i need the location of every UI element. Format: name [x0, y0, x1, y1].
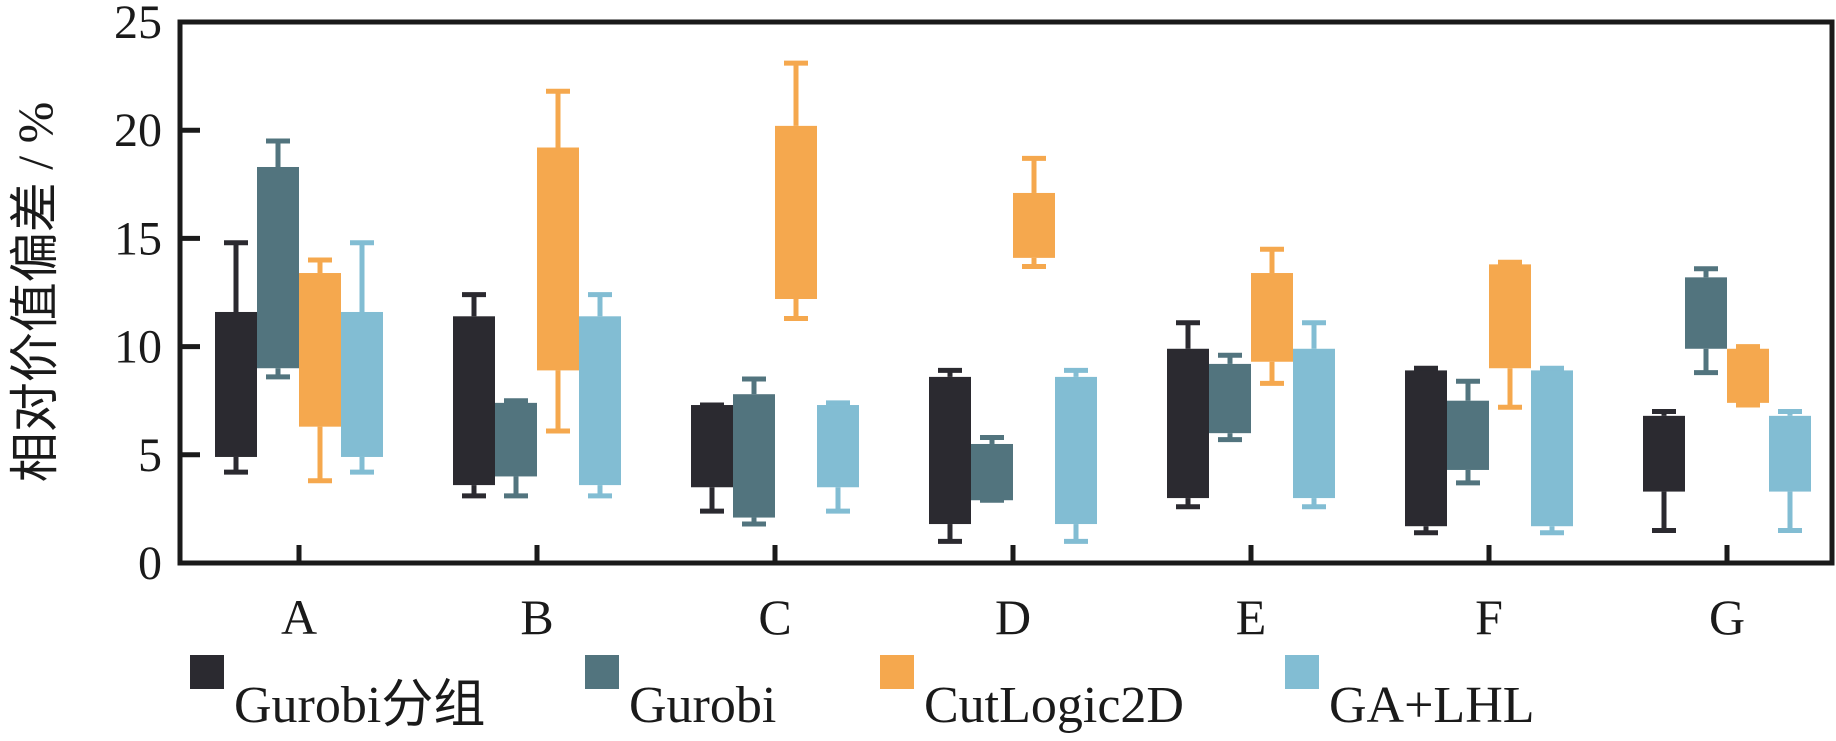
- series-Gurobi: [257, 138, 1727, 527]
- legend-label: Gurobi: [629, 677, 776, 734]
- box-body: [1643, 415, 1685, 492]
- box-body: [215, 311, 257, 457]
- legend: Gurobi分组 Gurobi CutLogic2D GA+LHL: [190, 655, 1535, 734]
- series-Gurobi分组: [215, 240, 1685, 544]
- box-body: [1209, 363, 1251, 434]
- legend-label: GA+LHL: [1329, 677, 1535, 734]
- y-tick-label: 25: [114, 0, 162, 49]
- legend-swatch: [880, 655, 914, 689]
- y-tick-label: 5: [138, 429, 162, 482]
- series-GA+LHL: [341, 240, 1811, 544]
- y-tick-label: 15: [114, 212, 162, 265]
- box-body: [1251, 273, 1293, 362]
- box-body: [1769, 415, 1811, 492]
- x-tick-label: D: [995, 589, 1031, 645]
- box-G: [1769, 409, 1811, 534]
- box-G: [1685, 266, 1727, 376]
- box-body: [1531, 370, 1573, 527]
- box-body: [453, 316, 495, 486]
- box-E: [1251, 246, 1293, 386]
- x-tick-label: B: [520, 589, 553, 645]
- chart-marks: [215, 60, 1811, 544]
- box-body: [775, 125, 817, 299]
- box-B: [579, 292, 621, 499]
- x-tick-label: C: [758, 589, 791, 645]
- box-D: [1013, 155, 1055, 270]
- box-C: [775, 60, 817, 321]
- box-body: [1055, 376, 1097, 525]
- box-B: [537, 88, 579, 434]
- box-A: [215, 240, 257, 475]
- x-axis: A B C D E F G: [281, 545, 1745, 645]
- legend-swatch: [1285, 655, 1319, 689]
- box-D: [971, 434, 1013, 503]
- box-body: [929, 376, 971, 525]
- y-axis-label: 相对价值偏差 / %: [7, 102, 63, 483]
- box-E: [1167, 320, 1209, 510]
- x-tick-label: E: [1236, 589, 1267, 645]
- x-tick-label: G: [1709, 589, 1745, 645]
- box-body: [579, 316, 621, 486]
- box-E: [1293, 320, 1335, 510]
- box-C: [733, 376, 775, 527]
- x-tick-label: F: [1475, 589, 1503, 645]
- box-body: [1685, 277, 1727, 349]
- box-B: [495, 398, 537, 499]
- box-F: [1447, 378, 1489, 486]
- box-body: [1447, 400, 1489, 470]
- box-G: [1643, 409, 1685, 534]
- series-CutLogic2D: [299, 60, 1769, 484]
- box-body: [257, 166, 299, 369]
- box-body: [691, 405, 733, 488]
- box-G: [1727, 344, 1769, 408]
- box-D: [1055, 367, 1097, 544]
- legend-label: Gurobi分组: [234, 677, 485, 734]
- box-body: [1489, 264, 1531, 369]
- legend-item: GA+LHL: [1285, 655, 1535, 734]
- box-D: [929, 367, 971, 544]
- box-body: [537, 147, 579, 371]
- box-body: [341, 311, 383, 457]
- box-C: [817, 400, 859, 514]
- legend-swatch: [190, 655, 224, 689]
- box-B: [453, 292, 495, 499]
- box-body: [1293, 348, 1335, 499]
- box-C: [691, 402, 733, 514]
- box-body: [1167, 348, 1209, 499]
- box-F: [1489, 259, 1531, 410]
- box-body: [733, 394, 775, 518]
- legend-item: CutLogic2D: [880, 655, 1184, 734]
- box-body: [971, 443, 1013, 501]
- y-axis: 0 5 10 15 20 25: [114, 0, 200, 590]
- box-A: [341, 240, 383, 475]
- box-F: [1531, 365, 1573, 536]
- y-tick-label: 0: [138, 537, 162, 590]
- box-body: [1405, 370, 1447, 527]
- y-tick-label: 20: [114, 104, 162, 157]
- legend-item: Gurobi分组: [190, 655, 485, 734]
- x-tick-label: A: [281, 589, 317, 645]
- box-E: [1209, 352, 1251, 443]
- box-F: [1405, 365, 1447, 536]
- y-tick-label: 10: [114, 321, 162, 374]
- legend-swatch: [585, 655, 619, 689]
- box-body: [1727, 348, 1769, 403]
- plot-frame: [177, 19, 1835, 566]
- box-A: [299, 257, 341, 484]
- box-body: [495, 402, 537, 477]
- legend-label: CutLogic2D: [924, 677, 1184, 734]
- legend-item: Gurobi: [585, 655, 776, 734]
- box-body: [1013, 192, 1055, 258]
- box-body: [817, 405, 859, 488]
- box-A: [257, 138, 299, 380]
- box-body: [299, 273, 341, 427]
